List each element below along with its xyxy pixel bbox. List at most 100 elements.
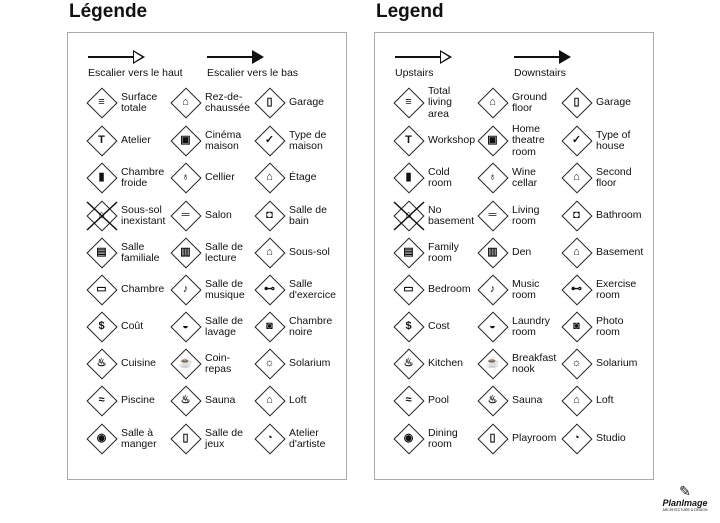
legend-item-label: Piscine: [121, 394, 155, 407]
legend-item: ▤ Family room: [393, 236, 479, 270]
logo-mark-icon: ✎: [679, 483, 691, 499]
legend-item: ▮ Chambre froide: [86, 161, 172, 195]
house-type-icon: ✓: [264, 134, 275, 146]
book-icon: ▥: [487, 246, 498, 258]
downstairs-arrow-icon: [514, 50, 572, 64]
legend-item-label: Chambre noire: [289, 314, 333, 338]
legend-item-label: Salle de lecture: [205, 240, 243, 264]
legend-item-label: Type of house: [596, 128, 631, 152]
house-type-icon: ✓: [571, 134, 582, 146]
palette-icon: ◔: [266, 432, 273, 444]
basement-icon: ⌂: [573, 246, 580, 258]
legend-item-label: Coin- repas: [205, 351, 232, 375]
downstairs-label: Escalier vers le bas: [207, 67, 299, 79]
legend-item: ▯ Garage: [561, 86, 647, 120]
legend-item: ◙ Photo room: [561, 310, 647, 344]
legend-item-label: Loft: [289, 394, 307, 407]
legend-item-label: Loft: [596, 394, 614, 407]
legend-panel: [374, 32, 654, 480]
legend-item: ☼ Solarium: [561, 347, 647, 381]
laundry-icon: ◒: [489, 320, 496, 332]
downstairs-label: Downstairs: [514, 67, 566, 79]
planimage-logo: ✎ PlanImage ARCHITECTURE & DESIGN: [655, 484, 715, 514]
thermometer-icon: ▮: [405, 171, 412, 183]
legend-item: ◙ Chambre noire: [254, 310, 340, 344]
garage-icon: ▯: [266, 96, 273, 108]
legend-item-label: Sauna: [512, 394, 543, 407]
bed-icon: ▭: [96, 283, 107, 295]
legend-item-label: Type de maison: [289, 128, 327, 152]
legend-item: ◒ Laundry room: [477, 310, 563, 344]
dumbbell-icon: ⊷: [264, 283, 275, 295]
legend-item: ▤ Salle familiale: [86, 236, 172, 270]
legend-item: ⌂ Loft: [561, 384, 647, 418]
legend-item-label: Salle de musique: [205, 277, 245, 301]
legend-item-label: Cellier: [205, 171, 235, 184]
legend-item-label: Salle à manger: [121, 426, 157, 450]
legend-item: ◉ Salle à manger: [86, 422, 172, 456]
legend-item-label: Breakfast nook: [512, 351, 557, 375]
logo-subtitle: ARCHITECTURE & DESIGN: [662, 508, 708, 512]
legend-item-label: Pool: [428, 394, 450, 407]
joystick-icon: ▯: [489, 432, 496, 444]
sofa-icon: ═: [488, 209, 497, 221]
legend-item: ▯ Playroom: [477, 422, 563, 456]
legend-item-label: Garage: [596, 96, 632, 109]
palette-icon: ◔: [573, 432, 580, 444]
laundry-icon: ◒: [182, 320, 189, 332]
legend-item-label: Coût: [121, 320, 144, 333]
legend-item-label: Family room: [428, 240, 459, 264]
legend-item-label: Dining room: [428, 426, 458, 450]
legend-item-label: Solarium: [289, 357, 331, 370]
legend-item-label: Salle familiale: [121, 240, 160, 264]
legend-item: ◔ Atelier d'artiste: [254, 422, 340, 456]
legend-item: ═ Living room: [477, 199, 563, 233]
legend-item-label: Kitchen: [428, 357, 464, 370]
home-theatre-icon: ▣: [487, 134, 498, 146]
legend-item-label: Sous-sol inexistant: [121, 203, 166, 227]
legend-item-label: Wine cellar: [512, 165, 538, 189]
basement-icon: ⌂: [266, 246, 273, 258]
legend-item-label: Exercise room: [596, 277, 637, 301]
legend-item: ⊷ Exercise room: [561, 273, 647, 307]
legend-item-label: Salle de jeux: [205, 426, 243, 450]
legend-item: ✓ Type of house: [561, 124, 647, 158]
legend-item-label: Atelier d'artiste: [289, 426, 326, 450]
legend-item: ⊷ Salle d'exercice: [254, 273, 340, 307]
legend-item-label: Chambre froide: [121, 165, 165, 189]
upstairs-label: Upstairs: [395, 67, 434, 79]
hammer-icon: T: [405, 134, 412, 146]
legend-item-label: Music room: [512, 277, 540, 301]
tv-icon: ▤: [96, 246, 107, 258]
total-area-icon: ≡: [405, 96, 412, 108]
legend-item-label: Bedroom: [428, 283, 471, 296]
ground-floor-icon: ⌂: [489, 96, 496, 108]
legend-item: $ Coût: [86, 310, 172, 344]
legend-item: ♪ Salle de musique: [170, 273, 256, 307]
wine-icon: ♁: [181, 171, 190, 183]
legend-item: ═ Salon: [170, 199, 256, 233]
second-floor-icon: ⌂: [573, 171, 580, 183]
wine-icon: ♁: [488, 171, 497, 183]
pool-icon: ≈: [98, 394, 105, 406]
legend-item-label: Workshop: [428, 134, 476, 147]
downstairs-arrow-icon: [207, 50, 265, 64]
legend-item: ⌂ Étage: [254, 161, 340, 195]
sauna-icon: ♨: [180, 394, 191, 406]
legend-item-label: Ground floor: [512, 90, 548, 114]
legend-item-label: Total living area: [428, 84, 452, 120]
toilet-icon: ◘: [573, 209, 580, 221]
legend-item-label: Den: [512, 246, 532, 259]
legend-panel: [67, 32, 347, 480]
legend-item: ◘ Bathroom: [561, 199, 647, 233]
legend-title: Légende: [69, 1, 148, 22]
total-area-icon: ≡: [98, 96, 105, 108]
legend-item-label: Chambre: [121, 283, 165, 296]
dumbbell-icon: ⊷: [571, 283, 582, 295]
legend-item: ▥ Salle de lecture: [170, 236, 256, 270]
logo-text: PlanImage: [662, 498, 708, 508]
legend-item: ♨ Cuisine: [86, 347, 172, 381]
legend-item-label: Cost: [428, 320, 450, 333]
legend-item-label: Étage: [289, 171, 317, 184]
legend-item-label: Salon: [205, 209, 232, 222]
